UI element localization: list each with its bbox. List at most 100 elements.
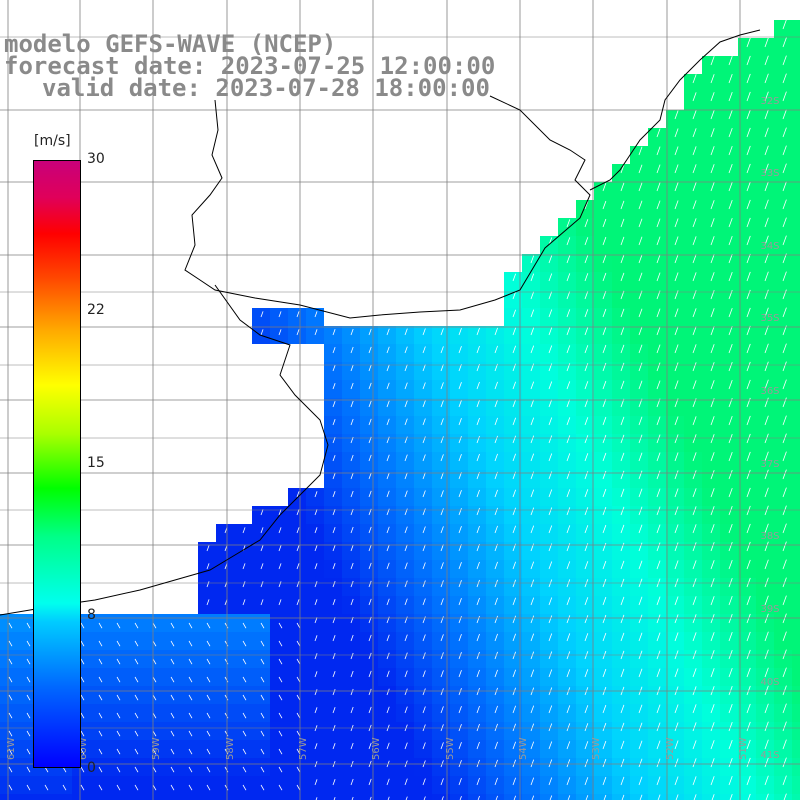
- wind-arrow: [692, 128, 697, 138]
- wind-arrow: [656, 380, 661, 390]
- wind-arrow: [476, 327, 480, 336]
- wind-arrow: [368, 418, 372, 426]
- wind-arrow: [386, 706, 390, 714]
- wind-cell: [396, 794, 414, 800]
- wind-arrow: [674, 776, 679, 786]
- wind-arrow: [764, 433, 769, 444]
- wind-arrow: [566, 327, 571, 336]
- wind-arrow: [134, 748, 139, 755]
- wind-arrow: [368, 328, 372, 336]
- wind-arrow: [746, 775, 751, 786]
- wind-arrow: [746, 577, 751, 588]
- wind-arrow: [314, 563, 318, 570]
- wind-arrow: [260, 563, 264, 570]
- wind-arrow: [764, 397, 769, 408]
- wind-arrow: [26, 766, 31, 773]
- wind-arrow: [476, 399, 480, 408]
- wind-arrow: [620, 506, 625, 516]
- wind-arrow: [368, 742, 372, 750]
- wind-arrow: [332, 527, 336, 534]
- wind-cell: [792, 452, 800, 470]
- wind-arrow: [782, 415, 787, 426]
- wind-arrow: [278, 694, 283, 701]
- wind-arrow: [512, 579, 517, 588]
- wind-arrow: [620, 380, 625, 390]
- wind-arrow: [638, 506, 643, 516]
- wind-arrow: [692, 506, 697, 516]
- wind-arrow: [206, 784, 211, 791]
- wind-arrow: [296, 658, 301, 665]
- wind-arrow: [206, 563, 210, 570]
- wind-arrow: [350, 382, 354, 390]
- wind-arrow: [602, 182, 607, 192]
- wind-arrow: [656, 596, 661, 606]
- wind-arrow: [98, 784, 103, 791]
- wind-arrow: [602, 632, 607, 642]
- wind-arrow: [656, 704, 661, 714]
- wind-arrow: [566, 525, 571, 534]
- wind-arrow: [548, 453, 553, 462]
- wind-arrow: [332, 581, 336, 588]
- wind-cell: [576, 794, 594, 800]
- wind-arrow: [746, 127, 751, 138]
- wind-arrow: [530, 273, 535, 282]
- wind-arrow: [746, 631, 751, 642]
- wind-arrow: [458, 724, 462, 732]
- wind-arrow: [494, 687, 498, 696]
- wind-arrow: [782, 91, 787, 102]
- wind-arrow: [764, 775, 769, 786]
- wind-arrow: [440, 400, 444, 408]
- wind-arrow: [764, 343, 769, 354]
- wind-arrow: [98, 622, 103, 629]
- wind-cell: [792, 38, 800, 56]
- wind-arrow: [386, 562, 390, 570]
- wind-arrow: [782, 631, 787, 642]
- wind-arrow: [746, 469, 751, 480]
- wind-arrow: [404, 454, 408, 462]
- wind-arrow: [782, 55, 787, 66]
- wind-arrow: [332, 635, 336, 642]
- wind-cell: [720, 794, 738, 800]
- wind-arrow: [350, 526, 354, 534]
- wind-arrow: [548, 399, 553, 408]
- wind-arrow: [692, 668, 697, 678]
- wind-arrow: [314, 311, 318, 318]
- wind-arrow: [764, 541, 769, 552]
- wind-arrow: [674, 668, 679, 678]
- wind-arrow: [80, 676, 85, 683]
- wind-arrow: [746, 55, 751, 66]
- coastline: [0, 29, 761, 616]
- wind-arrow: [548, 561, 553, 570]
- wind-arrow: [314, 635, 318, 642]
- wind-arrow: [674, 758, 679, 768]
- wind-arrow: [566, 435, 571, 444]
- wind-arrow: [296, 311, 300, 318]
- wind-arrow: [530, 291, 535, 300]
- wind-arrow: [584, 723, 589, 732]
- wind-arrow: [656, 524, 661, 534]
- wind-arrow: [350, 580, 354, 588]
- wind-arrow: [296, 730, 301, 737]
- wind-arrow: [746, 541, 751, 552]
- wind-arrow: [728, 541, 733, 552]
- wind-arrow: [585, 795, 589, 800]
- wind-arrow: [782, 577, 787, 588]
- wind-arrow: [692, 488, 697, 498]
- wind-arrow: [332, 401, 336, 408]
- wind-arrow: [512, 345, 517, 354]
- wind-arrow: [260, 599, 264, 606]
- wind-arrow: [782, 397, 787, 408]
- wind-arrow: [386, 526, 390, 534]
- wind-arrow: [476, 525, 480, 534]
- wind-arrow: [152, 694, 157, 701]
- wind-arrow: [350, 778, 354, 786]
- wind-arrow: [782, 703, 787, 714]
- wind-arrow: [764, 199, 769, 210]
- wind-arrow: [386, 598, 390, 606]
- wind-arrow: [620, 344, 625, 354]
- wind-arrow: [530, 417, 535, 426]
- wind-arrow: [782, 739, 787, 750]
- wind-arrow: [188, 622, 193, 629]
- wind-cell: [792, 74, 800, 92]
- wind-arrow: [656, 632, 661, 642]
